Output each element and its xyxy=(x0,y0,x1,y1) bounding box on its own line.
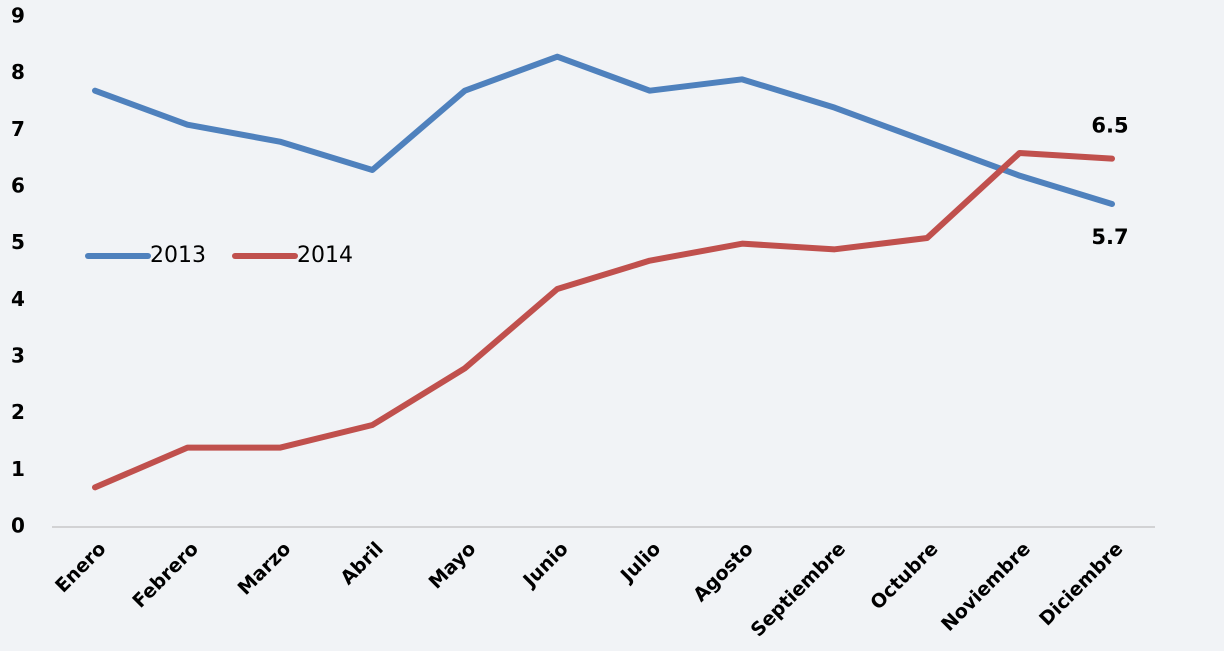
y-tick-label: 5 xyxy=(11,230,25,254)
y-tick-label: 2 xyxy=(11,400,25,424)
legend-label: 2014 xyxy=(297,243,353,268)
data-label: 5.7 xyxy=(1091,225,1128,249)
y-tick-label: 4 xyxy=(11,287,25,311)
legend-label: 2013 xyxy=(150,243,206,268)
data-label: 6.5 xyxy=(1091,114,1128,138)
chart: 0123456789EneroFebreroMarzoAbrilMayoJuni… xyxy=(0,0,1224,651)
y-tick-label: 6 xyxy=(11,174,25,198)
y-tick-label: 8 xyxy=(11,60,25,84)
y-tick-label: 1 xyxy=(11,457,25,481)
y-tick-label: 0 xyxy=(11,514,25,538)
y-tick-label: 7 xyxy=(11,117,25,141)
y-tick-label: 3 xyxy=(11,344,25,368)
y-tick-label: 9 xyxy=(11,4,25,28)
